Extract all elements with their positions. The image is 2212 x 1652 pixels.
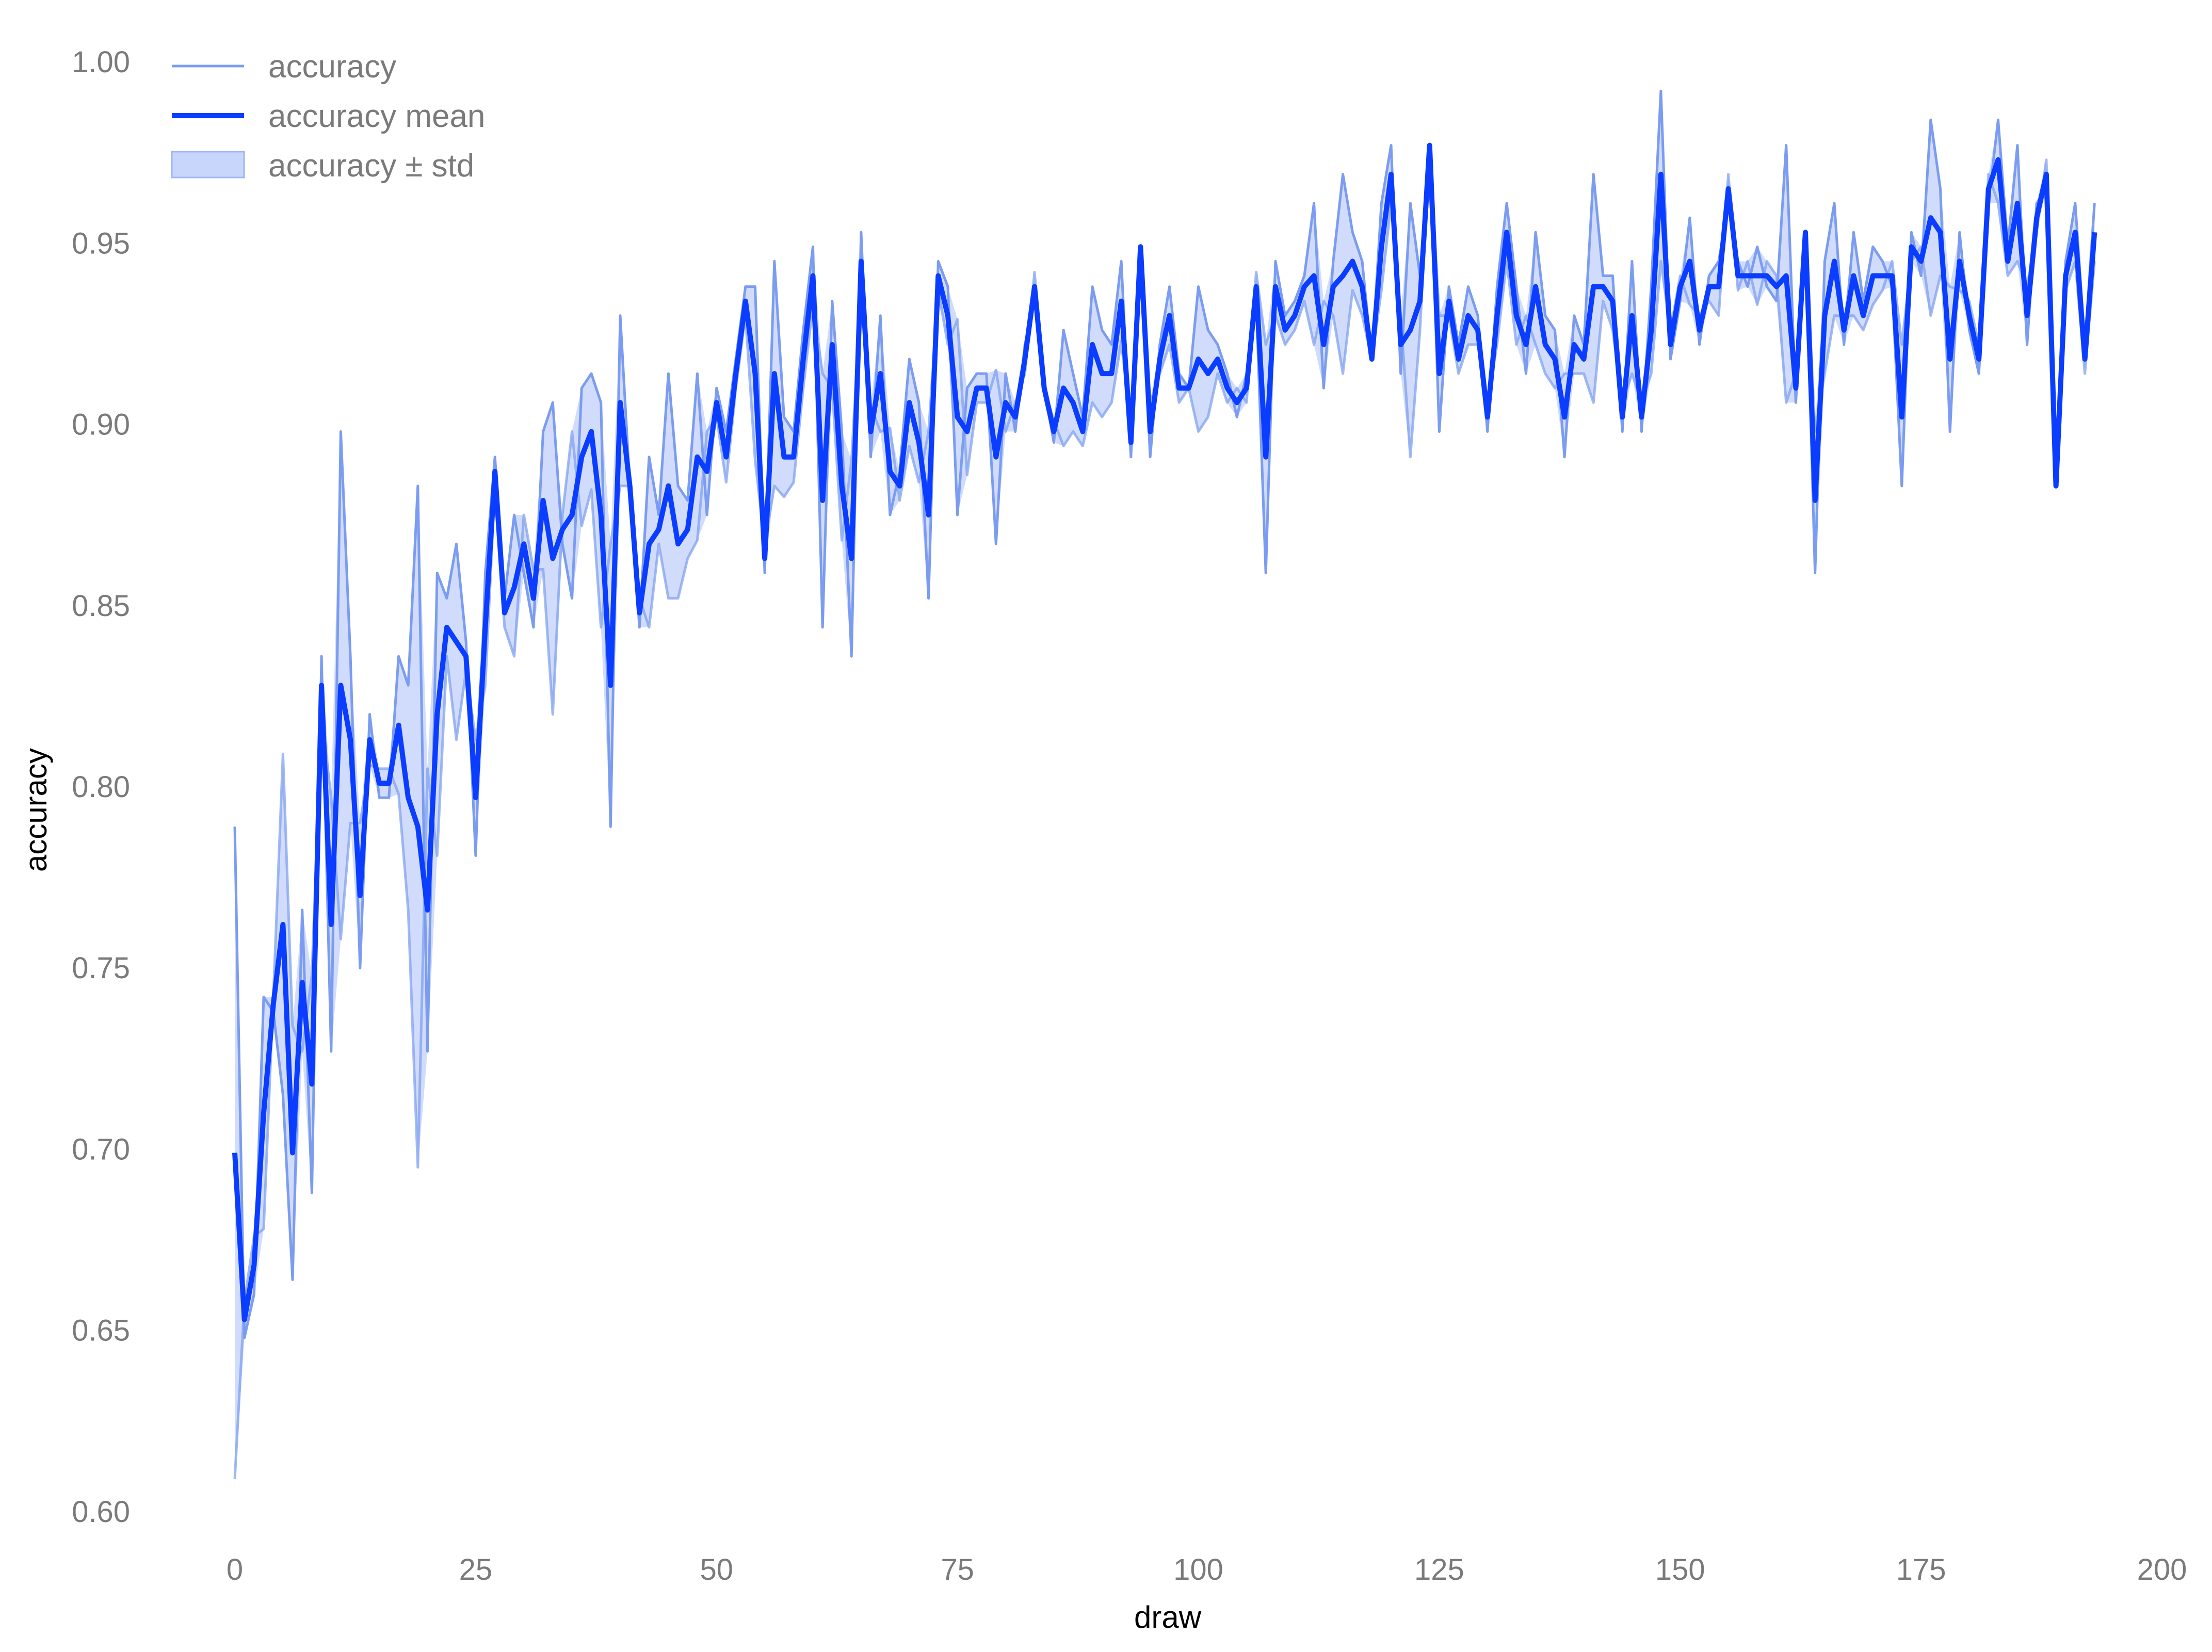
y-axis-label: accuracy [19, 748, 53, 872]
y-tick-label: 0.70 [72, 1133, 130, 1167]
x-tick-label: 100 [1173, 1553, 1223, 1586]
x-tick-label: 25 [459, 1553, 493, 1586]
x-tick-label: 75 [941, 1553, 974, 1586]
y-tick-label: 1.00 [72, 45, 130, 79]
accuracy-run-line-1 [233, 89, 2096, 1339]
accuracy-runs-layer [233, 89, 2096, 1479]
x-tick-label: 0 [227, 1553, 243, 1586]
std-band-layer [235, 91, 2095, 1479]
y-tick-label: 0.85 [72, 589, 130, 623]
legend-label: accuracy mean [268, 99, 485, 134]
y-tick-label: 0.80 [72, 770, 130, 804]
legend-item: accuracy ± std [171, 148, 474, 184]
x-axis-ticks: 0 25 50 75 100 125 150 175 200 [227, 1553, 2187, 1586]
accuracy-run-line-2 [233, 144, 2096, 1479]
x-tick-label: 150 [1655, 1553, 1705, 1586]
accuracy-mean-layer [232, 142, 2097, 1322]
y-tick-label: 0.90 [72, 408, 130, 442]
legend-label: accuracy ± std [268, 148, 474, 184]
y-tick-label: 0.95 [72, 226, 130, 260]
y-tick-label: 0.75 [72, 951, 130, 985]
std-band [235, 91, 2095, 1479]
legend-item: accuracy [172, 49, 396, 85]
y-axis-ticks: 0.60 0.65 0.70 0.75 0.80 0.85 0.90 0.95 1.00 [72, 45, 130, 1529]
legend-item: accuracy mean [172, 99, 485, 134]
legend: accuracy accuracy mean accuracy ± std [171, 49, 485, 184]
accuracy-mean-line [232, 142, 2097, 1322]
x-axis-label: draw [1134, 1600, 1202, 1634]
legend-label: accuracy [268, 49, 396, 85]
y-tick-label: 0.65 [72, 1314, 130, 1348]
y-tick-label: 0.60 [72, 1495, 130, 1529]
x-tick-label: 200 [2137, 1553, 2187, 1586]
x-tick-label: 175 [1896, 1553, 1946, 1586]
legend-band-swatch [171, 151, 245, 179]
x-tick-label: 50 [700, 1553, 734, 1586]
x-tick-label: 125 [1414, 1553, 1464, 1586]
